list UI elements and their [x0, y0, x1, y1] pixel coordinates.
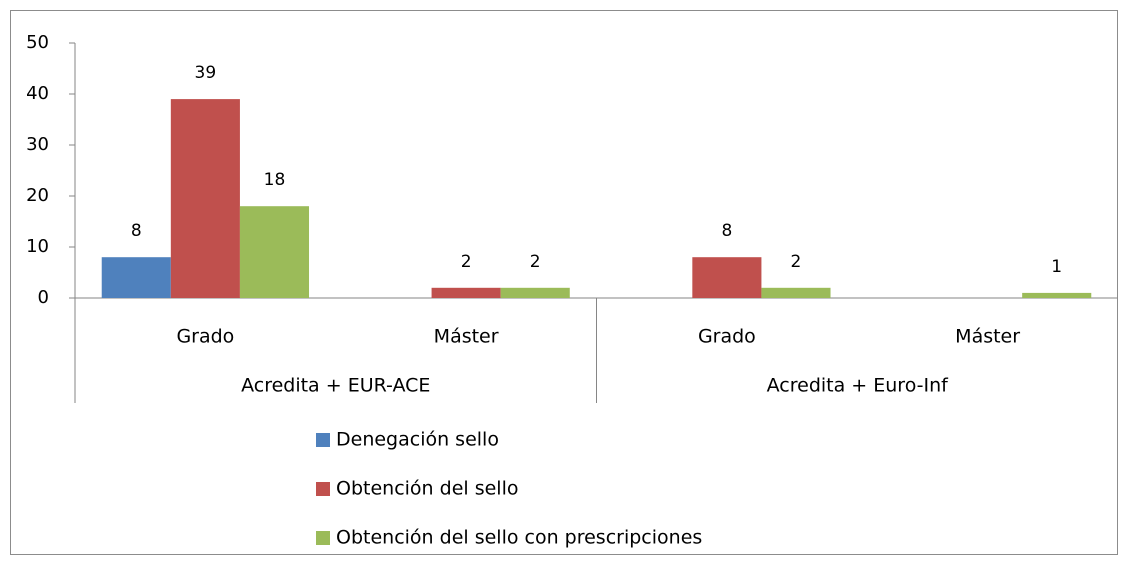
data-label: 8: [131, 221, 142, 241]
bar: [239, 206, 310, 298]
legend-swatch: [316, 433, 330, 447]
legend-label: Obtención del sello con prescripciones: [336, 527, 702, 549]
legend-label: Obtención del sello: [336, 478, 518, 500]
data-label: 18: [264, 170, 286, 190]
bar: [101, 257, 171, 298]
group-label: Acredita + EUR-ACE: [241, 375, 430, 397]
y-tick-label: 40: [26, 83, 49, 104]
data-label: 1: [1051, 257, 1062, 277]
bar: [431, 287, 501, 298]
y-tick-label: 10: [26, 236, 49, 257]
data-label: 2: [530, 252, 541, 272]
legend-swatch: [316, 482, 330, 496]
y-tick-label: 50: [26, 32, 49, 53]
group-label: Acredita + Euro-Inf: [767, 375, 950, 397]
data-label: 2: [791, 252, 802, 272]
bar: [761, 287, 831, 298]
bar: [692, 257, 762, 298]
y-tick-label: 0: [38, 287, 49, 308]
x-tick-label: Máster: [434, 326, 499, 348]
bar: [500, 287, 570, 298]
y-tick-label: 30: [26, 134, 49, 155]
data-label: 39: [195, 63, 217, 83]
x-tick-label: Grado: [698, 326, 756, 348]
legend-swatch: [316, 531, 330, 545]
x-tick-label: Máster: [955, 326, 1020, 348]
data-label: 2: [461, 252, 472, 272]
x-tick-label: Grado: [176, 326, 234, 348]
bar: [1022, 292, 1092, 298]
data-label: 8: [721, 221, 732, 241]
legend-label: Denegación sello: [336, 429, 499, 451]
y-tick-label: 20: [26, 185, 49, 206]
bar: [170, 99, 240, 298]
